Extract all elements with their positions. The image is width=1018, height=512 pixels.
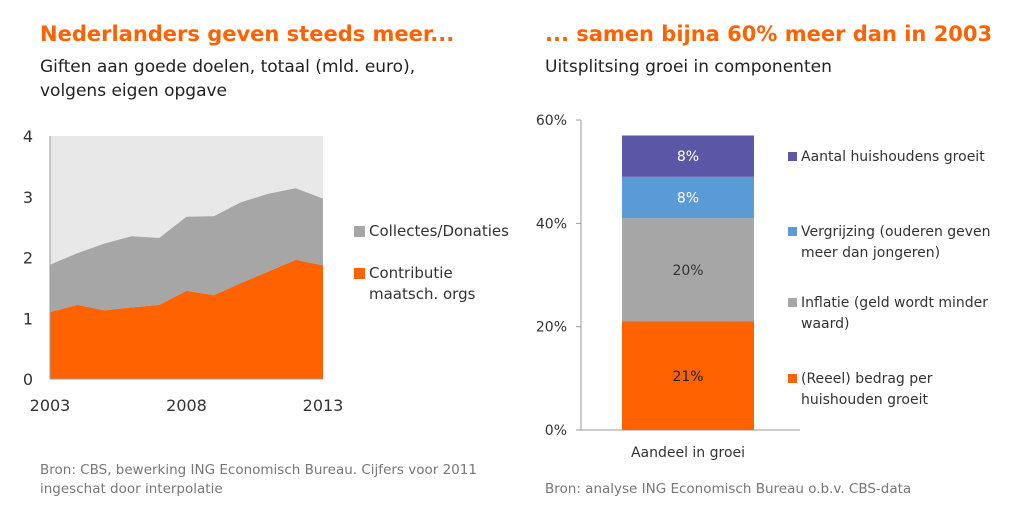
y-tick-label: 60% <box>536 113 567 129</box>
left-chart-source: Bron: CBS, bewerking ING Economisch Bure… <box>40 461 477 499</box>
legend-label: Vergrijzing (ouderen geven <box>801 224 991 240</box>
left-chart-title: Nederlanders geven steeds meer... <box>40 22 455 46</box>
right-chart-source: Bron: analyse ING Economisch Bureau o.b.… <box>545 481 912 497</box>
right-stacked-bar-chart: 0% 20% 40% 60% 21% 20% 8% 8% Aandeel in groei Aan… <box>536 113 991 461</box>
legend-label: waard) <box>801 316 849 332</box>
area-series-1 <box>50 188 323 313</box>
legend-swatch <box>788 152 797 161</box>
legend-label: Contributie <box>369 264 453 282</box>
y-tick-label: 4 <box>23 127 33 146</box>
x-tick-label: 2003 <box>30 396 71 415</box>
left-area-chart: 0 1 2 3 4 2003 2008 2013 Collectes/Donaties Contr… <box>23 127 509 415</box>
y-tick-label: 3 <box>23 188 33 207</box>
y-tick-label: 0 <box>23 370 33 389</box>
legend-swatch <box>788 227 797 236</box>
left-subtitle-line-1: Giften aan goede doelen, totaal (mld. eu… <box>40 57 416 77</box>
x-category-label: Aandeel in groei <box>631 445 745 461</box>
legend-label: maatsch. orgs <box>369 285 476 303</box>
x-tick-label: 2008 <box>166 396 207 415</box>
bar-segment-0 <box>622 321 754 430</box>
left-subtitle-line-2: volgens eigen opgave <box>40 81 227 101</box>
right-chart-subtitle: Uitsplitsing groei in componenten <box>545 55 832 79</box>
legend-label: Aantal huishoudens groeit <box>801 149 985 165</box>
left-source-line-1: Bron: CBS, bewerking ING Economisch Bure… <box>40 462 477 478</box>
bar-segment-1 <box>622 218 754 322</box>
y-tick-label: 0% <box>545 423 567 439</box>
right-chart-title: ... samen bijna 60% meer dan in 2003 <box>545 22 993 46</box>
area-series-0 <box>50 259 323 379</box>
legend-swatch <box>788 298 797 307</box>
bar-segment-2 <box>622 176 754 219</box>
x-tick-label: 2013 <box>303 396 344 415</box>
right-subtitle-line: Uitsplitsing groei in componenten <box>545 57 832 77</box>
y-tick-label: 1 <box>23 309 33 328</box>
y-tick-label: 2 <box>23 249 33 268</box>
left-chart-subtitle: Giften aan goede doelen, totaal (mld. eu… <box>40 55 415 103</box>
bar-segment-3 <box>622 135 754 177</box>
left-source-line-2: ingeschat door interpolatie <box>40 481 223 497</box>
data-label: 20% <box>672 263 703 279</box>
legend-swatch <box>788 374 797 383</box>
legend-label: meer dan jongeren) <box>801 245 940 261</box>
legend-label: huishouden groeit <box>801 392 928 408</box>
legend-swatch <box>354 226 365 237</box>
y-tick-label: 20% <box>536 320 567 336</box>
legend-label: (Reeel) bedrag per <box>801 371 933 387</box>
legend-swatch <box>354 268 365 279</box>
data-label: 8% <box>677 191 699 207</box>
data-label: 8% <box>677 149 699 165</box>
legend-label: Collectes/Donaties <box>369 222 509 240</box>
legend-label: Inflatie (geld wordt minder <box>801 295 988 311</box>
y-tick-label: 40% <box>536 216 567 232</box>
data-label: 21% <box>672 369 703 385</box>
